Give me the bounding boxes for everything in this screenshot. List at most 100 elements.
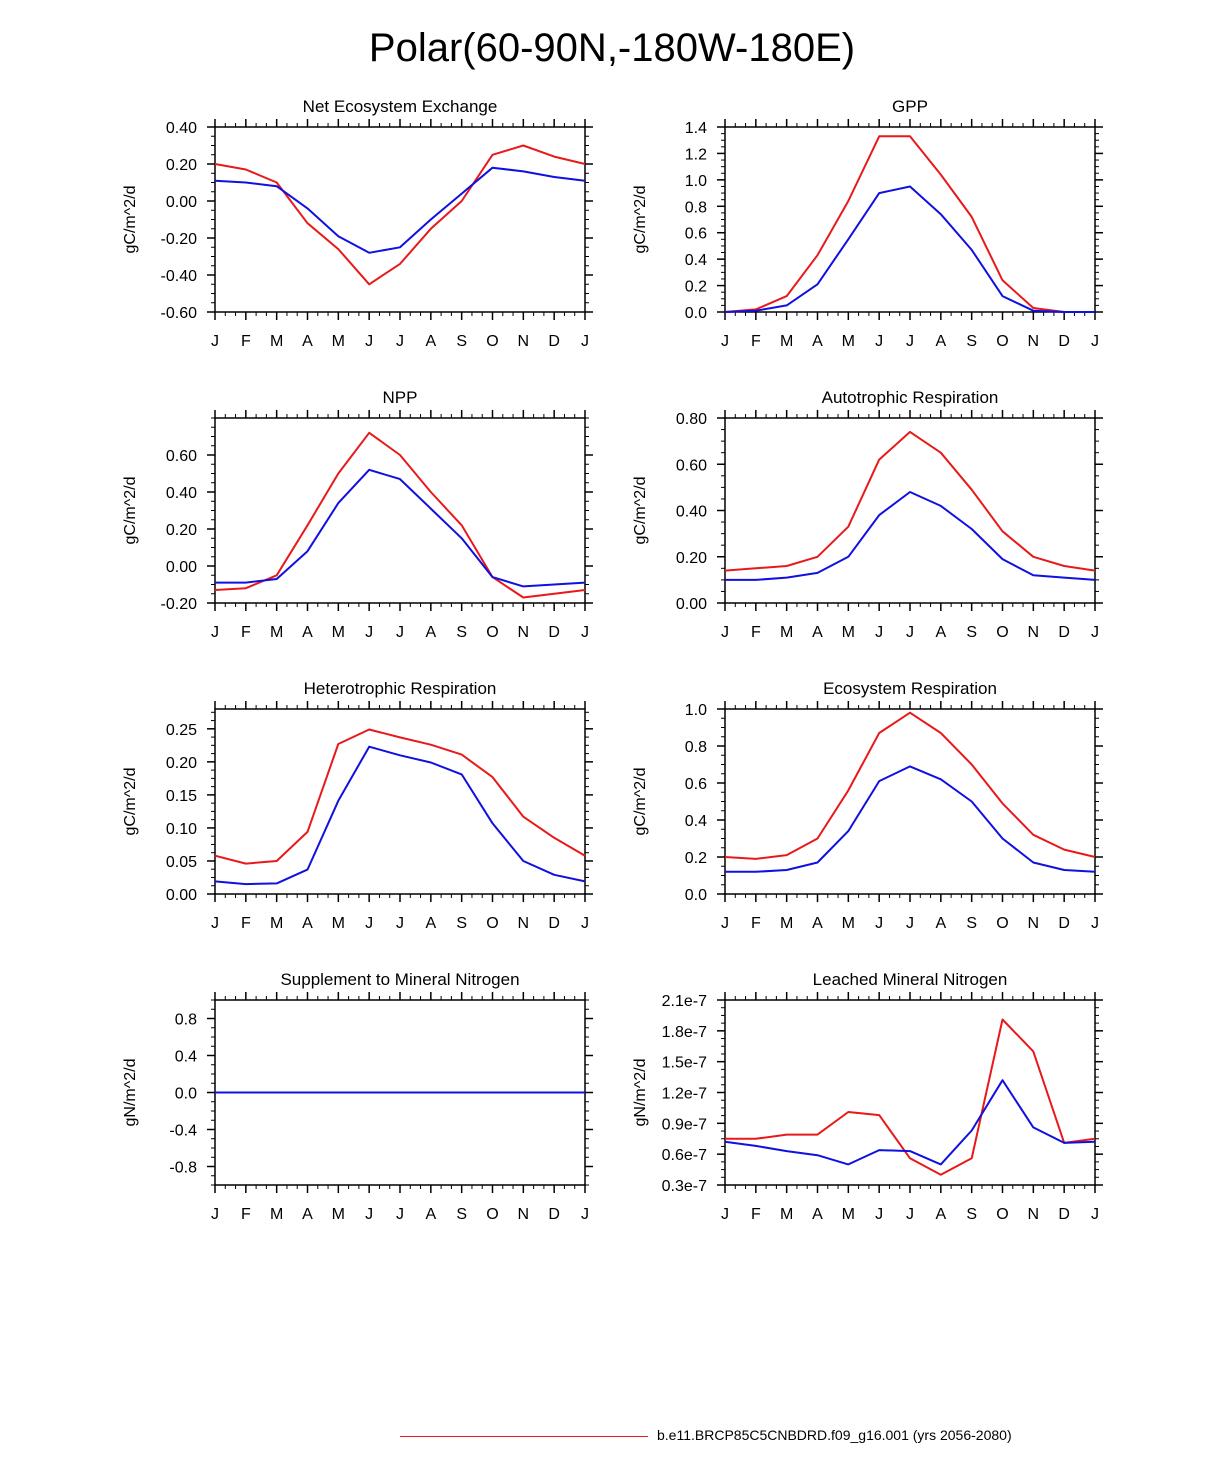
x-tick-label: N	[518, 333, 530, 350]
y-tick-label: 1.8e-7	[662, 1024, 707, 1041]
x-tick-label: J	[875, 333, 883, 350]
x-tick-label: J	[906, 333, 914, 350]
y-tick-label: 0.00	[676, 596, 707, 613]
legend-label: b.e11.BRCP85C5CNBDRD.f09_g16.001 (yrs 20…	[657, 1427, 1012, 1443]
x-tick-label: A	[812, 1206, 823, 1223]
y-tick-label: 0.25	[166, 722, 197, 739]
x-tick-label: N	[1028, 915, 1040, 932]
x-tick-label: J	[906, 1206, 914, 1223]
chart-panel-3: NPP gC/m^2/d J F M A M J J A S O N D J -0.20 0.00 0.20 0.4…	[122, 388, 593, 641]
x-tick-label: O	[996, 333, 1008, 350]
x-tick-label: S	[456, 333, 467, 350]
x-tick-label: J	[396, 915, 404, 932]
series-line-blue	[214, 745, 586, 886]
x-tick-label: J	[721, 333, 729, 350]
x-tick-label: J	[1091, 915, 1099, 932]
x-tick-label: D	[1058, 333, 1070, 350]
x-tick-label: N	[1028, 333, 1040, 350]
y-axis-label: gC/m^2/d	[122, 477, 139, 545]
y-tick-label: 0.80	[676, 411, 707, 428]
x-tick-label: S	[966, 333, 977, 350]
x-tick-label: F	[751, 1206, 761, 1223]
x-tick-label: A	[302, 624, 313, 641]
y-tick-label: 0.2	[685, 850, 707, 867]
x-tick-label: D	[1058, 915, 1070, 932]
x-tick-label: O	[486, 1206, 498, 1223]
x-tick-label: M	[332, 1206, 345, 1223]
x-tick-label: N	[518, 1206, 530, 1223]
y-tick-label: -0.20	[161, 596, 198, 613]
plot-frame	[214, 126, 586, 313]
y-tick-label: 1.2e-7	[662, 1086, 707, 1103]
x-tick-label: D	[1058, 624, 1070, 641]
y-tick-label: 0.4	[685, 813, 707, 830]
y-tick-label: 0.9e-7	[662, 1116, 707, 1133]
series-line-red	[214, 431, 586, 599]
x-tick-label: N	[1028, 624, 1040, 641]
x-tick-label: A	[302, 1206, 313, 1223]
chart-title: Heterotrophic Respiration	[304, 679, 497, 698]
x-tick-label: S	[966, 624, 977, 641]
x-tick-label: M	[270, 333, 283, 350]
series-line-red	[724, 430, 1096, 572]
x-tick-label: O	[996, 1206, 1008, 1223]
y-tick-label: -0.40	[161, 268, 198, 285]
x-tick-label: J	[365, 915, 373, 932]
chart-panel-7: Supplement to Mineral Nitrogen gN/m^2/d J F…	[122, 970, 593, 1223]
x-tick-label: S	[456, 915, 467, 932]
y-axis-label: gC/m^2/d	[632, 477, 649, 545]
x-tick-label: A	[425, 624, 436, 641]
chart-title: Supplement to Mineral Nitrogen	[280, 970, 519, 989]
x-tick-label: O	[996, 915, 1008, 932]
x-tick-label: J	[581, 1206, 589, 1223]
series-line-blue	[724, 1079, 1096, 1166]
series-line-red	[214, 144, 586, 286]
chart-title: GPP	[892, 97, 928, 116]
x-tick-label: J	[396, 333, 404, 350]
x-tick-label: D	[548, 915, 560, 932]
y-tick-label: 0.0	[685, 887, 707, 904]
x-tick-label: A	[935, 333, 946, 350]
x-tick-label: M	[842, 1206, 855, 1223]
x-tick-label: J	[396, 624, 404, 641]
x-tick-label: N	[518, 915, 530, 932]
chart-title: Ecosystem Respiration	[823, 679, 997, 698]
y-axis-label: gC/m^2/d	[122, 186, 139, 254]
y-tick-label: 0.40	[166, 120, 197, 137]
y-axis-label: gC/m^2/d	[632, 186, 649, 254]
series-line-blue	[215, 468, 586, 588]
chart-title: Autotrophic Respiration	[822, 388, 999, 407]
series-line-red	[214, 728, 586, 865]
y-tick-label: 0.40	[676, 504, 707, 521]
x-tick-label: N	[518, 624, 530, 641]
chart-panel-5: Heterotrophic Respiration gC/m^2/d J F M A M J J…	[122, 679, 593, 932]
x-tick-label: M	[332, 624, 345, 641]
y-tick-label: 0.4	[175, 1049, 197, 1066]
x-tick-label: J	[365, 333, 373, 350]
main-title: Polar(60-90N,-180W-180E)	[368, 26, 856, 70]
x-tick-label: A	[425, 915, 436, 932]
y-tick-label: 0.2	[685, 279, 707, 296]
y-tick-label: 1.5e-7	[662, 1055, 707, 1072]
x-tick-label: J	[875, 915, 883, 932]
plot-frame	[214, 417, 586, 604]
x-tick-label: F	[241, 915, 251, 932]
x-tick-label: M	[332, 915, 345, 932]
y-axis-label: gN/m^2/d	[122, 1059, 139, 1127]
x-tick-label: M	[270, 624, 283, 641]
y-tick-label: 0.8	[685, 739, 707, 756]
x-tick-label: M	[332, 333, 345, 350]
y-tick-label: -0.8	[169, 1160, 197, 1177]
x-tick-label: A	[812, 915, 823, 932]
x-tick-label: S	[456, 1206, 467, 1223]
x-tick-label: J	[211, 333, 219, 350]
x-tick-label: J	[396, 1206, 404, 1223]
y-tick-label: -0.20	[161, 231, 198, 248]
y-tick-label: 0.00	[166, 559, 197, 576]
y-tick-label: 0.20	[166, 522, 197, 539]
x-tick-label: J	[721, 915, 729, 932]
chart-title: Net Ecosystem Exchange	[303, 97, 498, 116]
y-tick-label: 0.10	[166, 821, 197, 838]
x-tick-label: F	[751, 624, 761, 641]
x-tick-label: S	[966, 1206, 977, 1223]
